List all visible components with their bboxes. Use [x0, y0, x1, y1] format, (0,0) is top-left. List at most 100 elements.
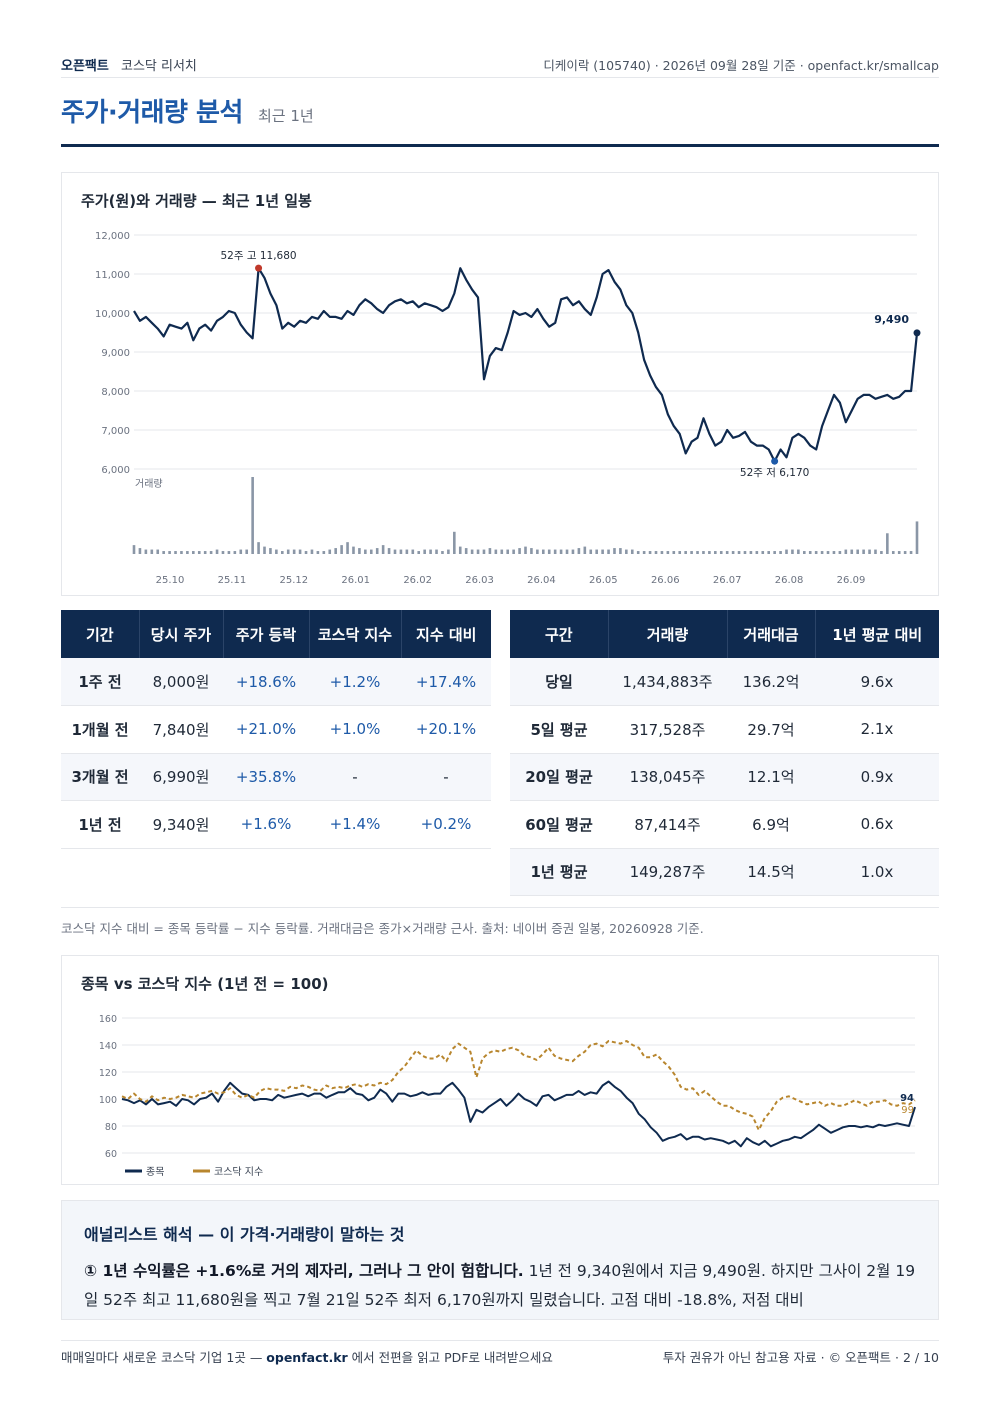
period-cell: +17.4% [401, 658, 491, 706]
volume-bar [589, 549, 593, 554]
footer-site-link[interactable]: openfact.kr [266, 1350, 348, 1365]
volume-cell: 5일 평균 [510, 705, 608, 754]
volume-bar [654, 551, 658, 554]
volume-cell: 9.6x [815, 658, 939, 706]
volume-bar [340, 545, 343, 554]
volume-bar [761, 551, 765, 554]
volume-bar [174, 551, 177, 554]
high-marker [255, 264, 263, 272]
volume-bar [690, 551, 693, 554]
volume-cell: 1,434,883주 [608, 658, 727, 706]
volume-bar [192, 551, 195, 554]
period-cell: 7,840원 [139, 705, 223, 754]
volume-bar [186, 551, 189, 554]
period-cell: - [401, 753, 491, 801]
volume-bar [547, 549, 551, 554]
x-tick-label: 26.04 [527, 575, 556, 586]
volume-bar [209, 551, 213, 554]
volume-bar [642, 551, 646, 554]
volume-bar [381, 545, 385, 554]
table-row: 1개월 전 7,840원 +21.0% +1.0% +20.1% [61, 705, 491, 754]
period-cell: +1.2% [309, 658, 401, 706]
volume-bar [826, 551, 830, 554]
volume-bar [144, 549, 148, 554]
kosdaq-line [121, 1040, 916, 1132]
last-marker [913, 329, 921, 337]
volume-bar [856, 549, 859, 554]
legend-kosdaq-label: 코스닥 지수 [214, 1166, 263, 1178]
x-tick-label: 26.08 [775, 575, 804, 586]
y-tick-label: 140 [99, 1041, 117, 1052]
brand-name: 오픈팩트 [61, 59, 109, 74]
volume-bar [625, 549, 628, 554]
volume-cell: 1년 평균 [510, 848, 608, 896]
volume-bar [696, 551, 699, 554]
volume-bar [915, 521, 919, 554]
volume-bar [891, 551, 895, 554]
period-return-table: 기간 당시 주가 주가 등락 코스닥 지수 지수 대비 1주 전 8,000원 +18.6%… [61, 610, 491, 849]
volume-bar [737, 551, 741, 554]
y-tick-label: 12,000 [95, 231, 130, 242]
volume-bar [393, 549, 397, 554]
y-tick-label: 8,000 [101, 387, 130, 398]
volume-bar [886, 533, 889, 554]
volume-cell: 20일 평균 [510, 753, 608, 801]
volume-table-header: 구간 거래량 거래대금 1년 평균 대비 [510, 610, 939, 658]
volume-bar [203, 551, 207, 554]
period-cell: 1개월 전 [61, 705, 139, 754]
volume-bar [880, 551, 883, 554]
volume-bar [458, 546, 462, 554]
volume-bar [275, 549, 278, 554]
x-tick-label: 26.07 [713, 575, 742, 586]
volume-bar [441, 551, 444, 554]
price-chart-title: 주가(원)와 거래량 — 최근 1년 일봉 [81, 192, 312, 210]
volume-cell: 87,414주 [608, 800, 727, 849]
volume-bar [536, 549, 539, 554]
y-tick-label: 10,000 [95, 309, 130, 320]
footer-left-pre: 매매일마다 새로운 코스닥 기업 1곳 — [61, 1350, 267, 1365]
table-row: 당일 1,434,883주 136.2억 9.6x [510, 658, 939, 706]
volume-bar [239, 549, 243, 554]
volume-bar [494, 549, 498, 554]
period-table-body: 1주 전 8,000원 +18.6% +1.2% +17.4% 1개월 전 7,840원 +2… [61, 658, 491, 849]
volume-bar [719, 551, 723, 554]
volume-header-cell: 구간 [510, 610, 609, 658]
footer-left: 매매일마다 새로운 코스닥 기업 1곳 — openfact.kr 에서 전편을… [61, 1347, 553, 1366]
volume-bar [648, 551, 652, 554]
volume-bar [470, 549, 474, 554]
volume-cell: 6.9억 [727, 800, 815, 849]
index-chart-panel: 종목 vs 코스닥 지수 (1년 전 = 100) 160 140 120 100 80… [61, 955, 939, 1185]
volume-bar [755, 551, 759, 554]
volume-bar [820, 551, 824, 554]
volume-bar [476, 549, 480, 554]
volume-bar [541, 549, 545, 554]
table-row: 5일 평균 317,528주 29.7억 2.1x [510, 705, 939, 754]
table-row: 1년 전 9,340원 +1.6% +1.4% +0.2% [61, 800, 491, 849]
volume-bar [773, 551, 776, 554]
analyst-paragraph: ① 1년 수익률은 +1.6%로 거의 제자리, 그러나 그 안이 험합니다. … [84, 1257, 916, 1315]
footer-right: 투자 권유가 아닌 참고용 자료 · © 오픈팩트 · 2 / 10 [662, 1350, 939, 1365]
volume-bar [832, 551, 836, 554]
volume-bar [630, 549, 634, 554]
volume-bar [162, 551, 165, 554]
table-row: 1주 전 8,000원 +18.6% +1.2% +17.4% [61, 658, 491, 706]
volume-bar [874, 549, 877, 554]
volume-bar [132, 545, 136, 554]
table-footnote: 코스닥 지수 대비 = 종목 등락률 − 지수 등락률. 거래대금은 종가×거래… [61, 921, 704, 936]
period-cell: +0.2% [401, 800, 491, 849]
period-cell: +20.1% [401, 705, 491, 754]
page-subtitle: 최근 1년 [257, 107, 314, 125]
volume-cell: 136.2억 [727, 658, 815, 706]
period-header-cell: 당시 주가 [139, 610, 224, 658]
table-row: 1년 평균 149,287주 14.5억 1.0x [510, 848, 939, 896]
volume-bar [138, 548, 142, 554]
volume-bar [506, 549, 510, 554]
volume-bar [263, 546, 266, 554]
volume-bar [524, 546, 527, 554]
volume-bar [571, 549, 575, 554]
volume-bar [375, 548, 379, 554]
y-tick-label: 160 [99, 1014, 117, 1025]
y-tick-label: 60 [105, 1149, 117, 1160]
volume-bar [280, 551, 284, 554]
volume-header-cell: 1년 평균 대비 [815, 610, 939, 658]
